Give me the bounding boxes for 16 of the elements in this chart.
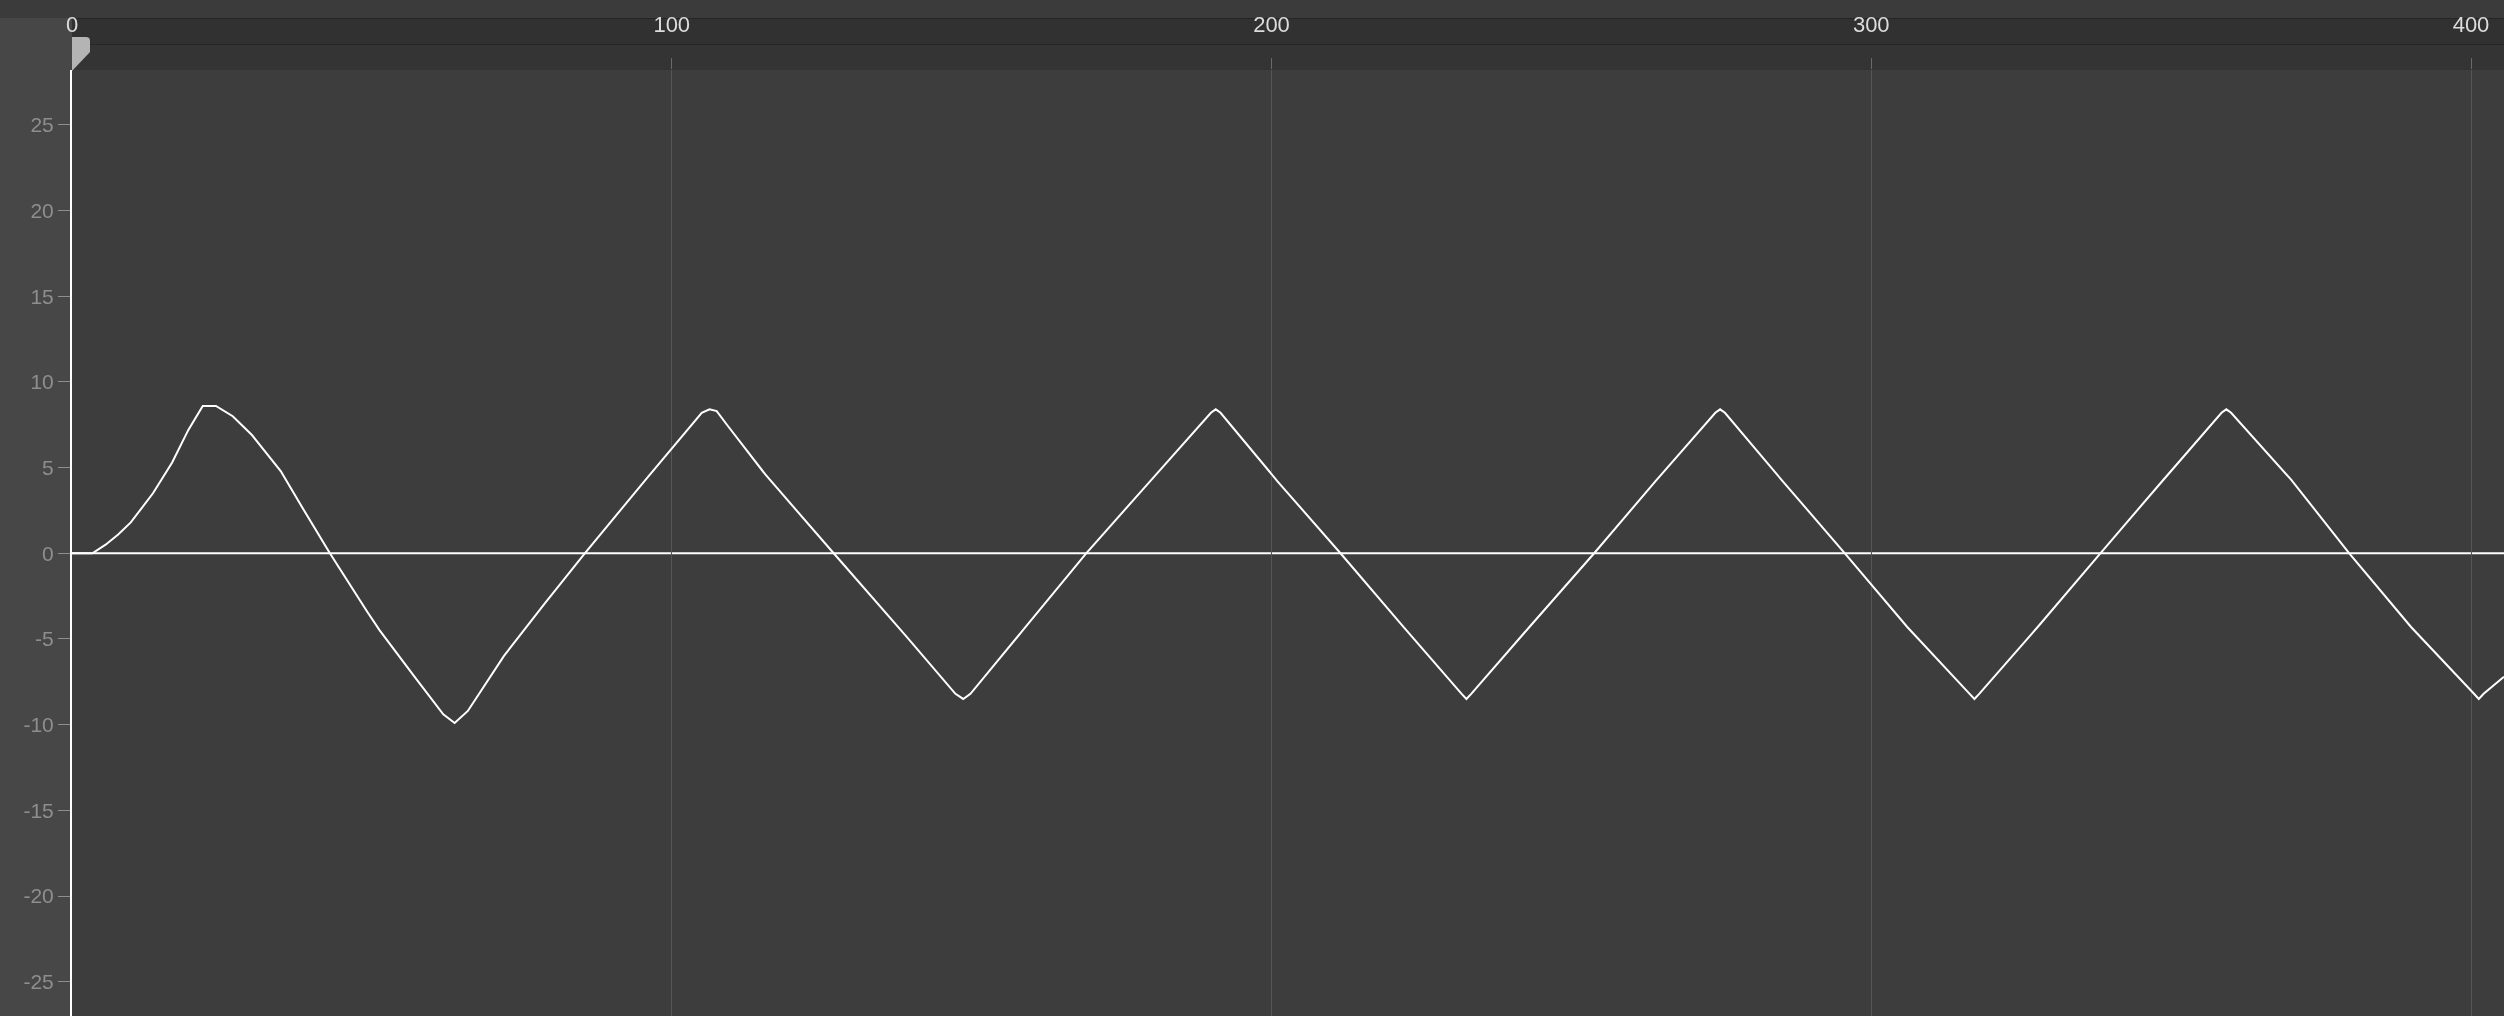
y-tick-label: 5 — [42, 455, 54, 479]
y-tick-label: 0 — [42, 541, 54, 565]
y-tick-label: -5 — [35, 627, 54, 651]
x-tick-label: 400 — [2452, 12, 2490, 38]
x-tick-label: 0 — [65, 12, 79, 38]
x-tick-label: 300 — [1852, 12, 1890, 38]
y-tick-label: 10 — [30, 370, 54, 394]
y-tick-label: 20 — [30, 198, 54, 222]
y-tick-label: -15 — [23, 798, 54, 822]
y-tick-label: -25 — [23, 970, 54, 994]
y-tick-label: 25 — [30, 113, 54, 137]
x-tick-label: 200 — [1253, 12, 1290, 38]
y-tick-label: -10 — [23, 713, 54, 737]
y-tick-label: 15 — [30, 284, 54, 308]
x-tick-label: 100 — [653, 12, 691, 38]
y-tick-label: -20 — [23, 884, 54, 908]
